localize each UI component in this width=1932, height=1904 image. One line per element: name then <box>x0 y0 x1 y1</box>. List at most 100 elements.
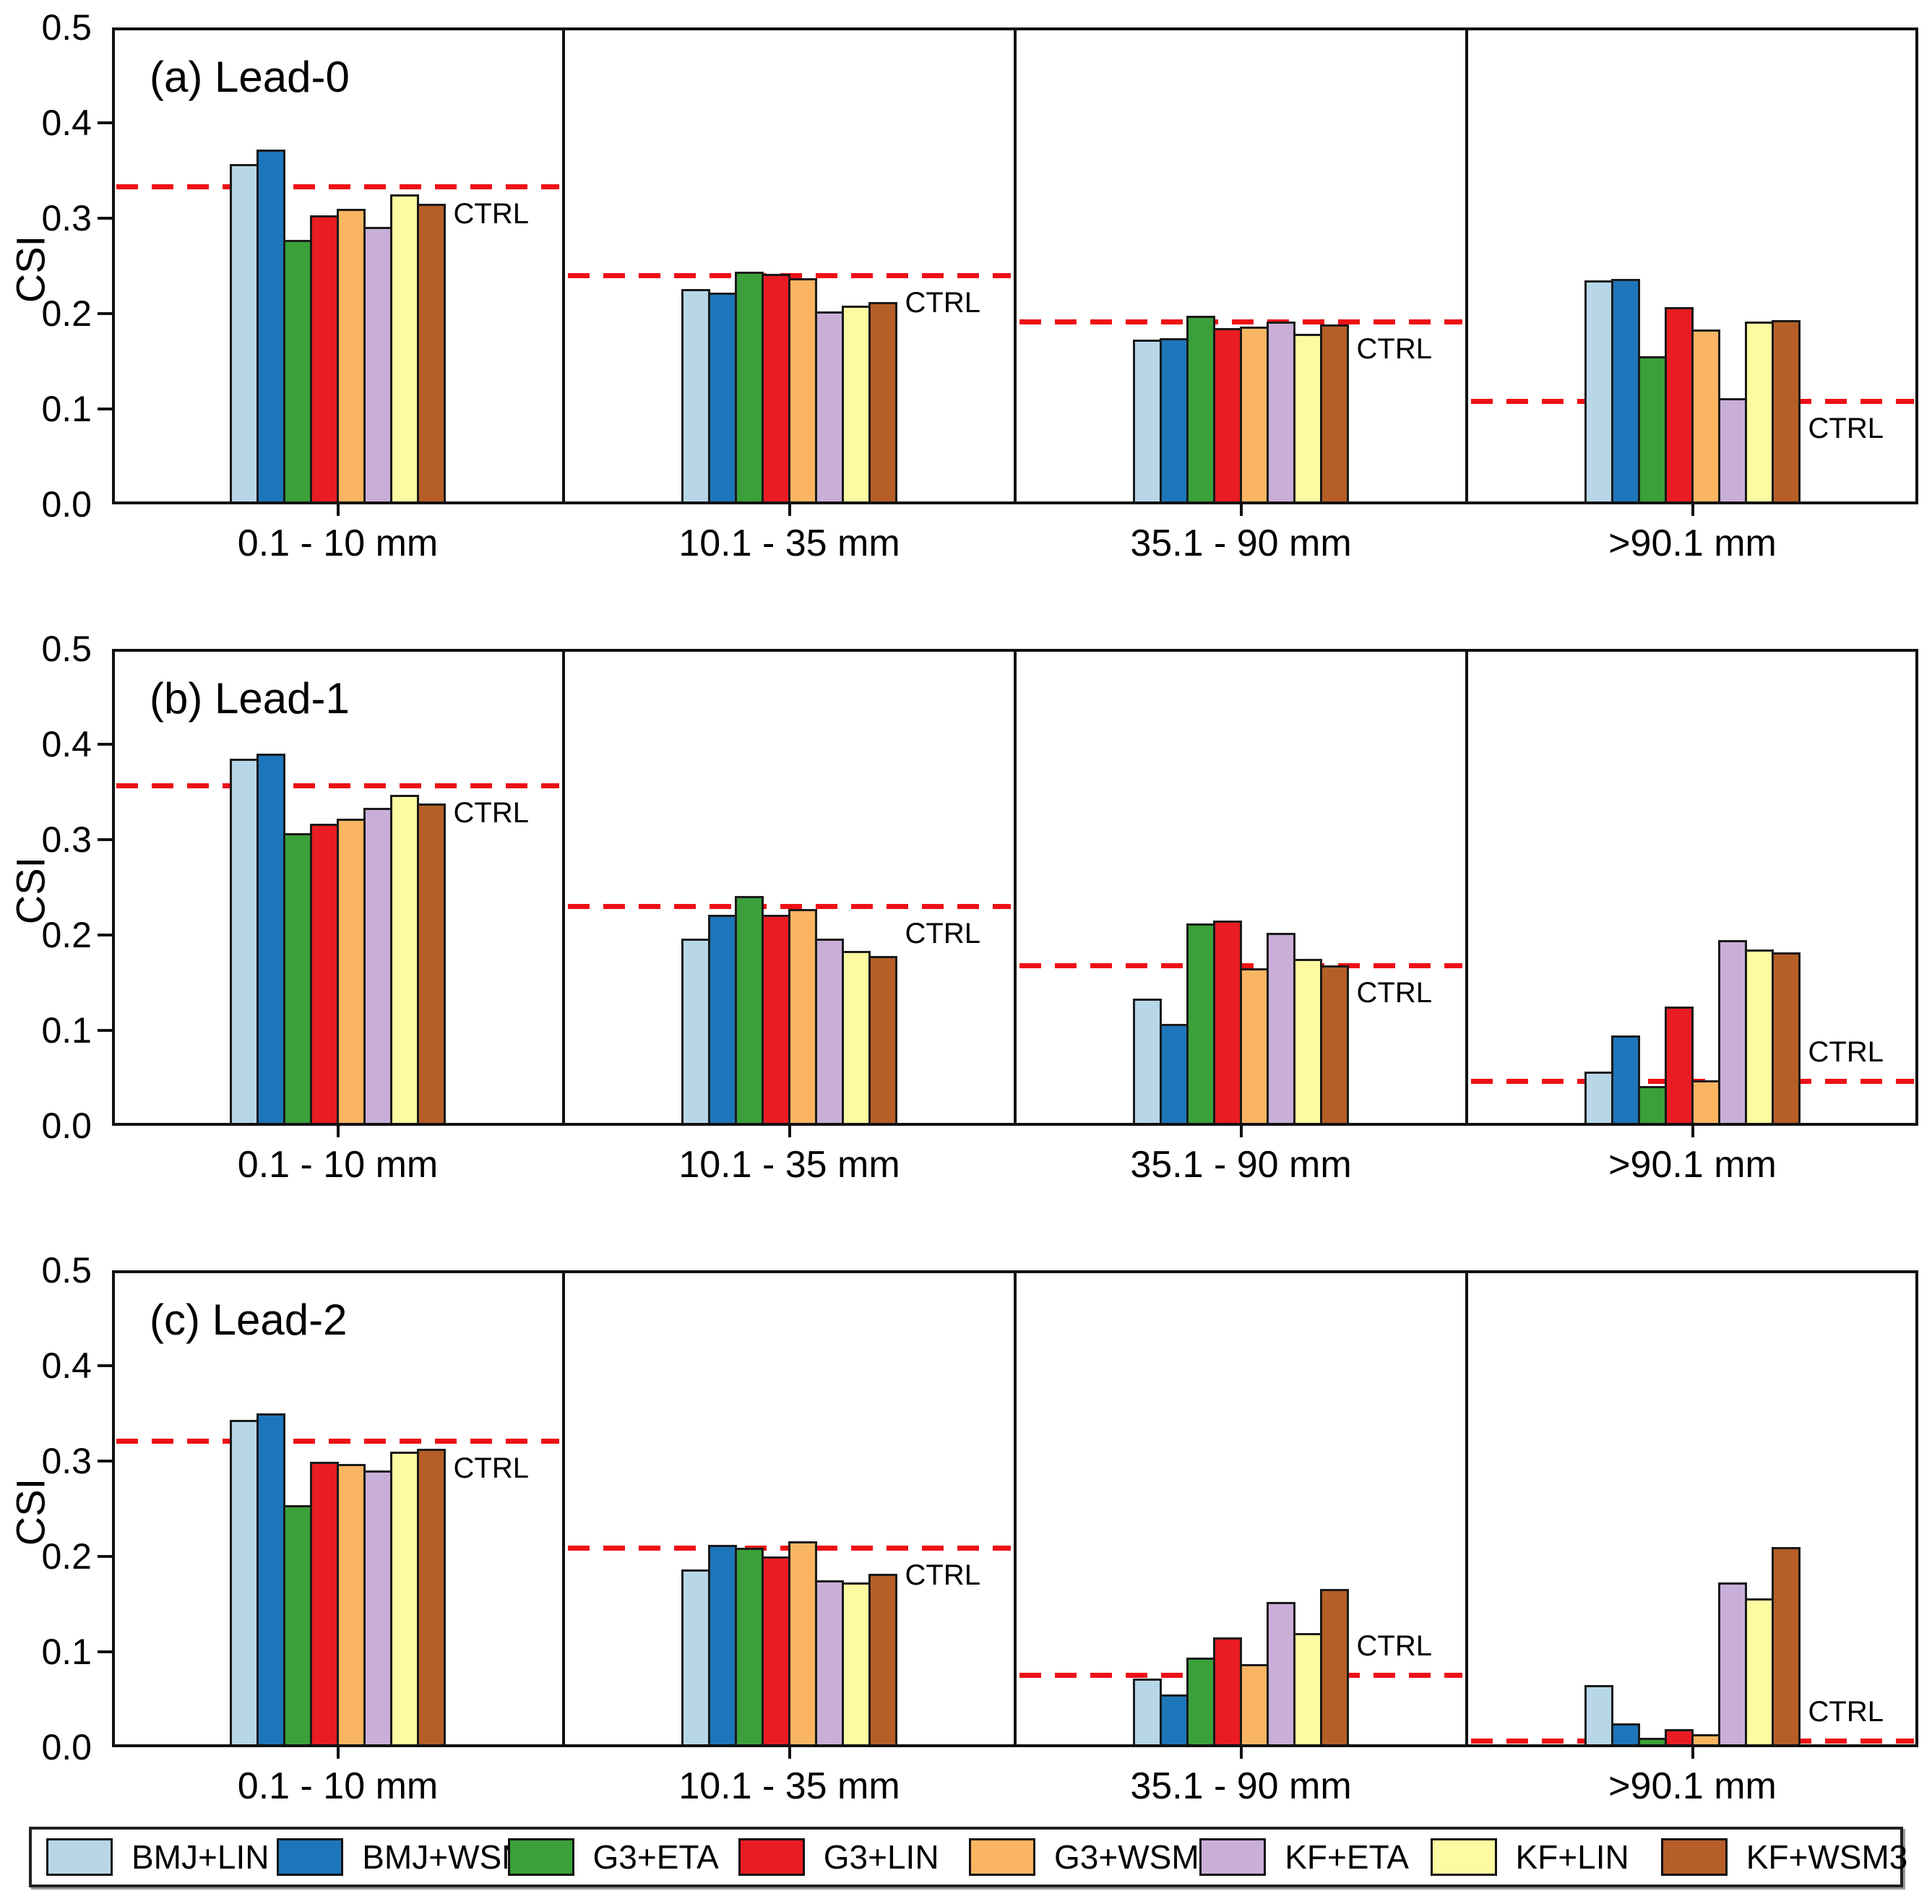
bar-g3-lin <box>1665 1007 1694 1126</box>
bar-bmj-lin <box>1584 280 1613 504</box>
y-axis-tick <box>98 1555 112 1558</box>
category-label: 10.1 - 35 mm <box>678 1765 900 1807</box>
ctrl-line-label: CTRL <box>453 796 529 829</box>
category-label: 35.1 - 90 mm <box>1130 1765 1352 1807</box>
y-axis-tick <box>98 1650 112 1653</box>
bar-kf-lin <box>1293 959 1322 1126</box>
subpanel-divider <box>1014 1270 1017 1747</box>
x-axis-tick <box>336 1747 340 1759</box>
subpanel-divider <box>562 1270 565 1747</box>
y-tick-label: 0.4 <box>41 1345 92 1386</box>
ctrl-line-label: CTRL <box>905 918 980 950</box>
bar-g3-lin <box>1213 921 1242 1126</box>
y-tick-label: 0.4 <box>41 103 92 143</box>
bar-kf-wsm3 <box>1320 324 1349 504</box>
bar-g3-wsm3 <box>337 208 366 504</box>
legend-swatch <box>507 1838 574 1876</box>
category-label: 35.1 - 90 mm <box>1130 1144 1352 1186</box>
legend-label: BMJ+LIN <box>131 1838 269 1876</box>
panel-title: (c) Lead-2 <box>150 1296 348 1344</box>
y-tick-label: 0.0 <box>41 1727 92 1767</box>
y-axis-tick <box>98 312 112 315</box>
ctrl-reference-line <box>116 184 559 190</box>
ctrl-reference-line <box>116 783 559 788</box>
category-label: 10.1 - 35 mm <box>678 522 900 564</box>
ctrl-line-label: CTRL <box>1356 332 1432 365</box>
bar-kf-wsm3 <box>868 1573 897 1747</box>
legend-swatch <box>969 1838 1035 1876</box>
legend-swatch <box>738 1838 805 1876</box>
ctrl-line-label: CTRL <box>1356 977 1432 1009</box>
x-axis-tick <box>1691 504 1694 516</box>
legend-entry-bmj-lin: BMJ+LIN <box>46 1830 277 1884</box>
ctrl-line-label: CTRL <box>905 287 980 319</box>
bar-g3-eta <box>735 895 764 1126</box>
bar-kf-wsm3 <box>868 302 897 504</box>
x-axis-tick <box>1239 1747 1243 1759</box>
x-axis-tick <box>1239 504 1243 516</box>
y-axis-tick <box>98 934 112 936</box>
y-axis-tick <box>98 838 112 841</box>
bar-kf-wsm3 <box>1320 1588 1349 1747</box>
x-axis-tick <box>1691 1126 1694 1137</box>
y-axis-tick <box>98 1460 112 1463</box>
category-label: 10.1 - 35 mm <box>678 1144 900 1186</box>
legend-swatch <box>46 1838 113 1876</box>
y-axis-label: CSI <box>7 856 53 925</box>
y-tick-label: 0.0 <box>41 1106 92 1146</box>
y-tick-label: 0.2 <box>41 1536 92 1577</box>
y-axis-tick <box>98 408 112 410</box>
legend-swatch <box>1660 1838 1728 1876</box>
category-label: >90.1 mm <box>1608 522 1777 564</box>
ctrl-line-label: CTRL <box>453 1452 529 1485</box>
subpanel-divider <box>1014 27 1017 504</box>
bar-kf-lin <box>1745 1598 1774 1747</box>
ctrl-line-label: CTRL <box>905 1559 980 1592</box>
category-label: 0.1 - 10 mm <box>237 522 439 564</box>
category-label: 0.1 - 10 mm <box>237 1765 439 1807</box>
legend-entry-g3-wsm3: G3+WSM3 <box>969 1830 1217 1884</box>
bar-bmj-lin <box>681 939 710 1126</box>
y-axis-tick <box>98 1029 112 1032</box>
bar-g3-lin <box>310 215 339 504</box>
legend-entry-kf-wsm3: KF+WSM3 <box>1660 1830 1907 1884</box>
y-tick-label: 0.3 <box>41 198 92 238</box>
y-axis-tick <box>98 1364 112 1367</box>
bar-kf-wsm3 <box>1772 320 1801 504</box>
bar-kf-wsm3 <box>1772 1546 1801 1747</box>
x-axis-tick <box>788 1126 791 1137</box>
bar-kf-wsm3 <box>417 204 446 504</box>
legend-label: G3+LIN <box>823 1838 939 1876</box>
legend-label: KF+WSM3 <box>1746 1838 1908 1876</box>
subpanel-divider <box>562 649 565 1126</box>
y-tick-label: 0.5 <box>41 1250 92 1291</box>
bar-kf-lin <box>842 306 871 504</box>
bar-kf-eta <box>1267 321 1295 504</box>
legend-entry-bmj-wsm3: BMJ+WSM3 <box>277 1830 548 1884</box>
bar-kf-wsm3 <box>417 803 446 1126</box>
bar-kf-eta <box>363 808 392 1126</box>
ctrl-reference-line <box>116 1439 559 1444</box>
legend-swatch <box>1430 1838 1497 1876</box>
x-axis-tick <box>788 504 791 516</box>
y-tick-label: 0.3 <box>41 1441 92 1481</box>
y-tick-label: 0.5 <box>41 629 92 669</box>
y-tick-label: 0.1 <box>41 389 92 429</box>
x-axis-tick <box>336 504 340 516</box>
bar-kf-wsm3 <box>1772 952 1801 1126</box>
panel-title: (a) Lead-0 <box>150 53 350 101</box>
ctrl-line-label: CTRL <box>1808 1035 1884 1068</box>
legend-entry-g3-lin: G3+LIN <box>738 1830 969 1884</box>
bar-kf-wsm3 <box>868 956 897 1126</box>
ctrl-line-label: CTRL <box>1808 1695 1884 1728</box>
y-axis-tick <box>98 121 112 124</box>
y-axis-tick <box>98 217 112 220</box>
x-axis-tick <box>1691 1747 1694 1759</box>
x-axis-tick <box>1239 1126 1243 1137</box>
subpanel-divider <box>1465 1270 1468 1747</box>
bar-g3-lin <box>310 1462 339 1747</box>
legend-label: G3+WSM3 <box>1054 1838 1218 1876</box>
y-tick-label: 0.4 <box>41 724 92 764</box>
y-tick-label: 0.0 <box>41 484 92 525</box>
bar-kf-wsm3 <box>417 1448 446 1747</box>
